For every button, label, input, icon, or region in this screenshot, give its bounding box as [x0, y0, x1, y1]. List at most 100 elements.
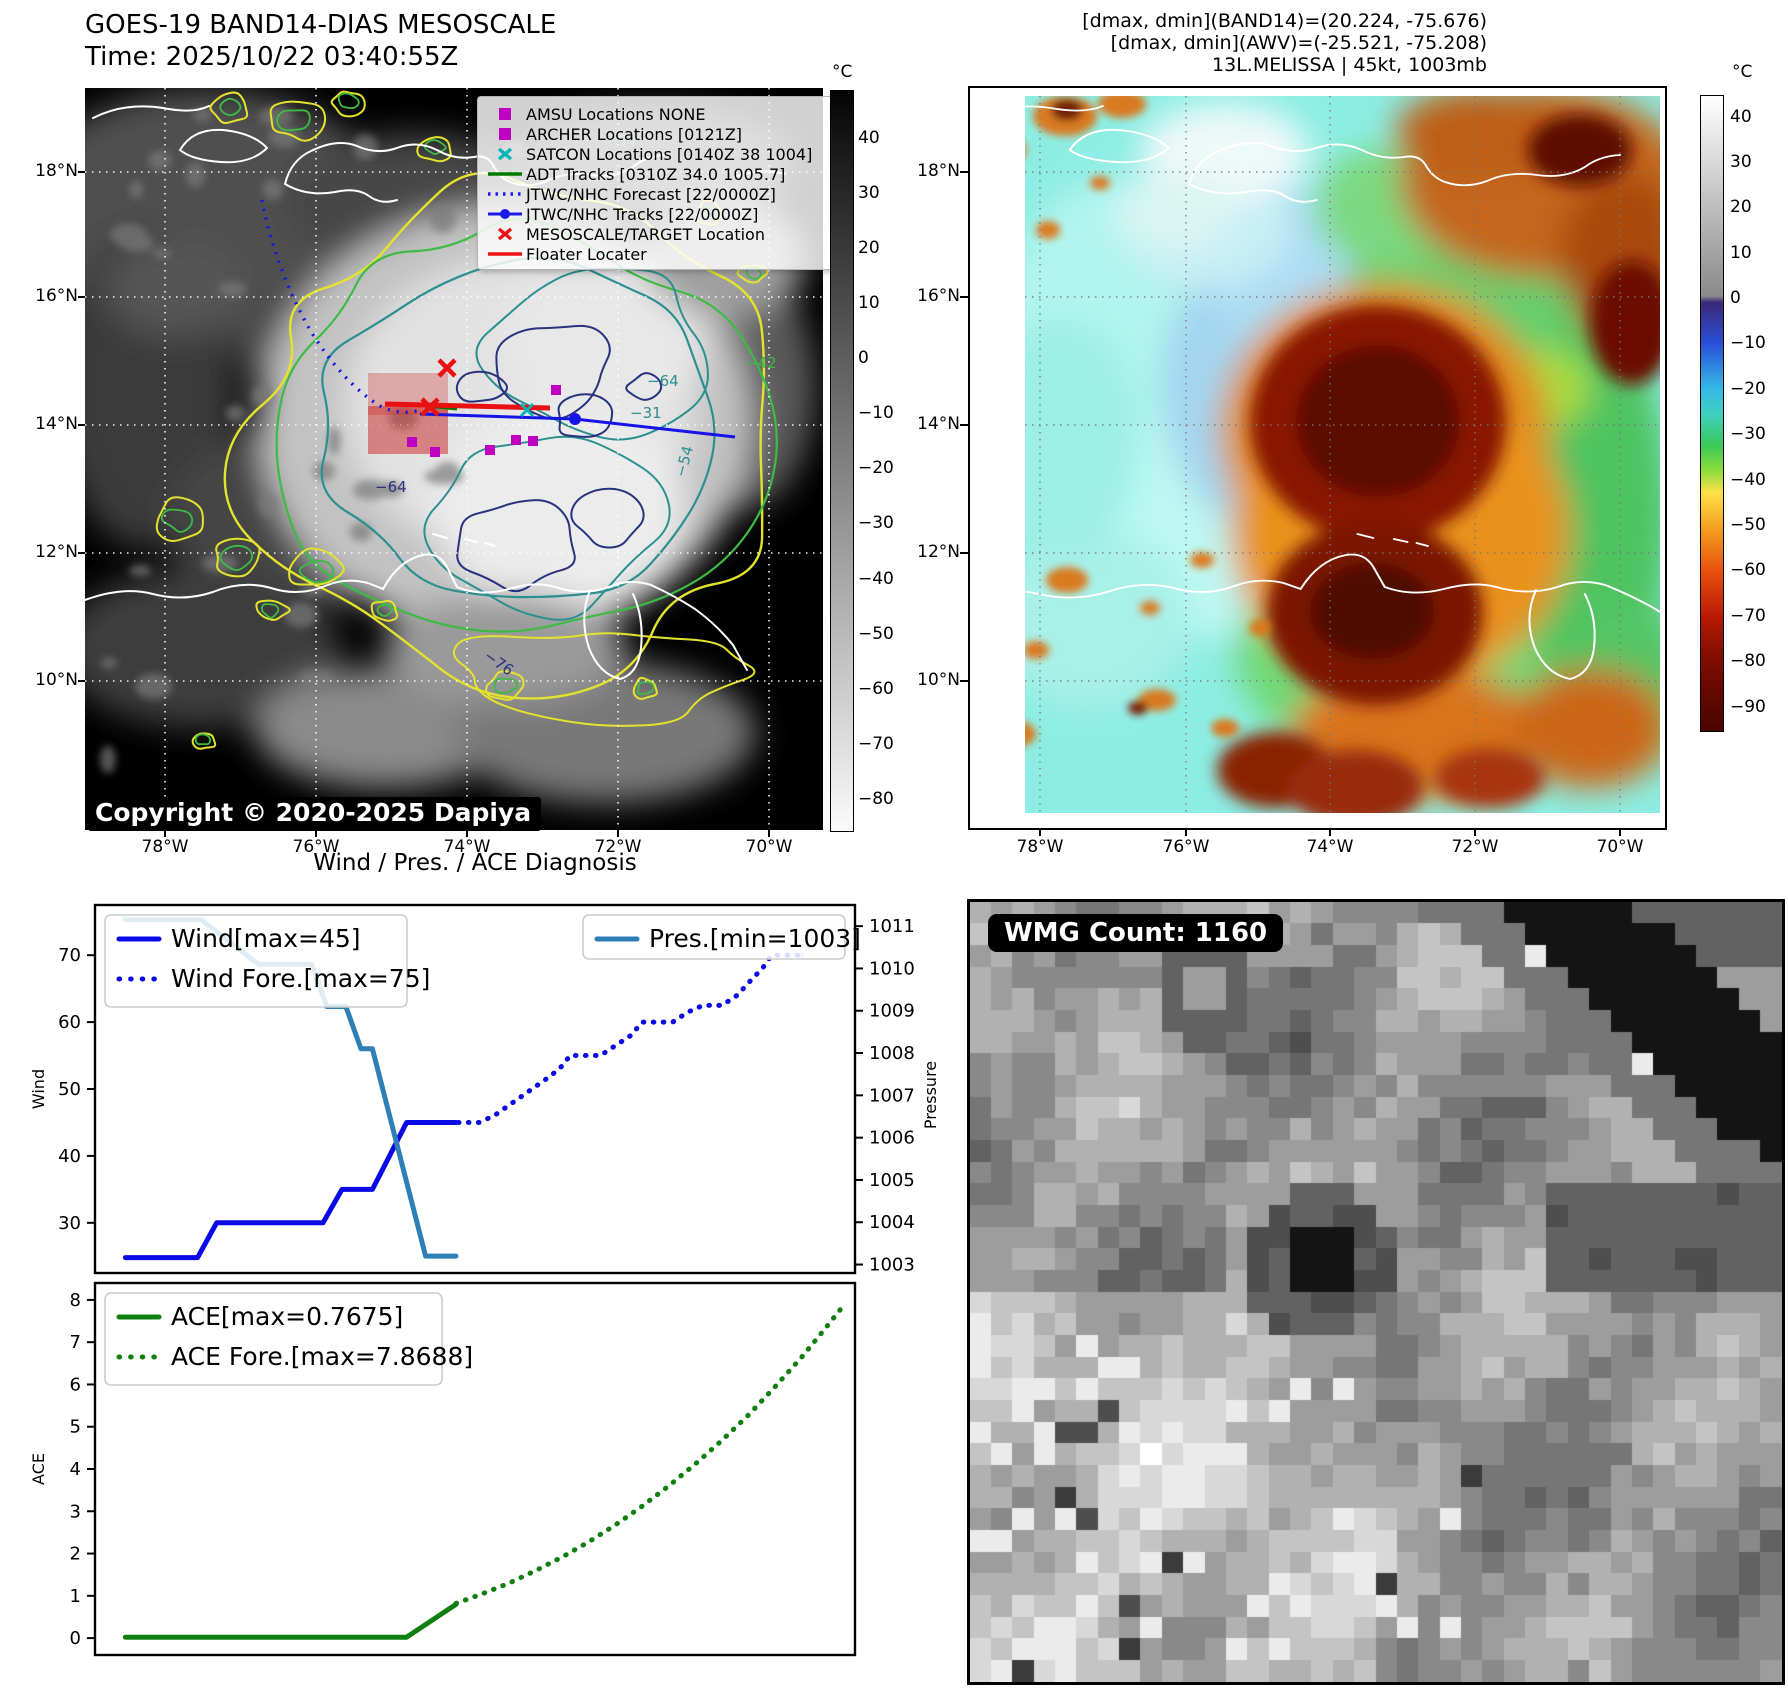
awv-lon-tick — [1039, 828, 1041, 836]
series-ACE[max=0.7675] — [122, 1601, 459, 1640]
y-tick-label: 70 — [58, 945, 81, 966]
awv-lat-tick-label: 18°N — [917, 161, 960, 181]
awv-lon-tick-label: 72°W — [1451, 837, 1499, 857]
awv-lon-tick-label: 70°W — [1596, 837, 1644, 857]
y-tick-label: 8 — [70, 1290, 81, 1311]
band14-colorbar-tick-label: 10 — [858, 293, 880, 313]
band14-lat-tick-label: 12°N — [35, 542, 78, 562]
awv-colorbar-tick-label: 30 — [1730, 152, 1752, 172]
band14-lon-tick-label: 74°W — [443, 837, 491, 857]
y-tick-label: 1 — [70, 1586, 81, 1607]
awv-colorbar-tick-label: −10 — [1730, 333, 1766, 353]
y-tick-label: 50 — [58, 1079, 81, 1100]
awv-colorbar-unit: °C — [1732, 62, 1753, 82]
legend-item-label: ARCHER Locations [0121Z] — [526, 124, 743, 144]
y2-tick-label: 1004 — [869, 1212, 915, 1233]
x-marker-icon — [484, 146, 526, 162]
series-ACE Fore.[max=7.8688] — [453, 1302, 847, 1606]
wmg-pixel-map — [970, 902, 1782, 1682]
band14-lat-tick-label: 10°N — [35, 670, 78, 690]
band14-colorbar-tick-label: −10 — [858, 403, 894, 423]
awv-colorbar-tick-label: 10 — [1730, 243, 1752, 263]
awv-colorbar-tick-label: −80 — [1730, 651, 1766, 671]
chart-legend-label: Wind Fore.[max=75] — [171, 964, 430, 993]
band14-lon-tick — [768, 830, 770, 837]
contour-label: −31 — [630, 404, 662, 422]
y-tick-label: 40 — [58, 1146, 81, 1167]
line-marker-icon — [484, 166, 526, 182]
legend-item: JTWC/NHC Tracks [22/0000Z] — [484, 204, 830, 224]
legend-item-label: Floater Locater — [526, 244, 647, 264]
band14-lat-tick-label: 14°N — [35, 414, 78, 434]
band14-colorbar-tick-label: −60 — [858, 679, 894, 699]
awv-colorbar-tick-label: −30 — [1730, 424, 1766, 444]
band14-lon-tick-label: 78°W — [141, 837, 189, 857]
band14-lon-tick-label: 70°W — [745, 837, 793, 857]
legend-item-label: ADT Tracks [0310Z 34.0 1005.7] — [526, 164, 786, 184]
line-dot-marker-icon — [484, 206, 526, 222]
legend-item: ADT Tracks [0310Z 34.0 1005.7] — [484, 164, 830, 184]
awv-satellite-map — [968, 86, 1667, 830]
y2-tick-label: 1010 — [869, 958, 915, 979]
awv-header-line3: 13L.MELISSA | 45kt, 1003mb — [1212, 54, 1487, 76]
awv-lat-tick-label: 12°N — [917, 542, 960, 562]
band14-colorbar-tick-label: −40 — [858, 569, 894, 589]
band14-lon-tick — [315, 830, 317, 837]
line-marker-icon — [484, 246, 526, 262]
y2-tick-label: 1009 — [869, 1001, 915, 1022]
awv-colorbar-tick-label: 40 — [1730, 107, 1752, 127]
awv-lon-tick-label: 76°W — [1162, 837, 1210, 857]
band14-lat-tick — [78, 171, 85, 173]
awv-header-line2: [dmax, dmin](AWV)=(-25.521, -75.208) — [1110, 32, 1487, 54]
y2-tick-label: 1006 — [869, 1128, 915, 1149]
y-tick-label: 6 — [70, 1374, 81, 1395]
y-tick-label: 60 — [58, 1012, 81, 1033]
awv-colorbar-tick-label: −50 — [1730, 515, 1766, 535]
chart-legend-label: Wind[max=45] — [171, 924, 361, 953]
y2-tick-label: 1005 — [869, 1170, 915, 1191]
awv-colorbar-tick-label: 20 — [1730, 197, 1752, 217]
band14-colorbar-tick-label: −20 — [858, 458, 894, 478]
y2-axis-label: Pressure — [921, 1061, 940, 1129]
y-axis-label: Wind — [30, 1069, 48, 1109]
band14-lon-tick — [466, 830, 468, 837]
legend-item: MESOSCALE/TARGET Location — [484, 224, 830, 244]
legend-item-label: SATCON Locations [0140Z 38 1004] — [526, 144, 813, 164]
awv-lon-tick — [1329, 828, 1331, 836]
band14-lon-tick-label: 72°W — [594, 837, 642, 857]
y-tick-label: 3 — [70, 1501, 81, 1522]
awv-lat-tick-label: 16°N — [917, 286, 960, 306]
awv-lat-tick — [960, 296, 968, 298]
chart-legend-label: Pres.[min=1003] — [649, 924, 861, 953]
awv-lon-tick — [1619, 828, 1621, 836]
band14-colorbar-tick-label: 0 — [858, 348, 869, 368]
band14-time: Time: 2025/10/22 03:40:55Z — [85, 42, 459, 72]
square-marker-icon — [484, 126, 526, 142]
awv-lat-tick — [960, 552, 968, 554]
band14-lat-tick — [78, 680, 85, 682]
dotted-marker-icon — [484, 186, 526, 202]
square-marker-icon — [484, 106, 526, 122]
y-axis-label: ACE — [30, 1453, 48, 1485]
band14-lon-tick-label: 76°W — [292, 837, 340, 857]
legend-item-label: JTWC/NHC Forecast [22/0000Z] — [526, 184, 776, 204]
awv-lat-tick — [960, 424, 968, 426]
wmg-count-badge: WMG Count: 1160 — [988, 914, 1284, 952]
y2-tick-label: 1008 — [869, 1043, 915, 1064]
legend-item: AMSU Locations NONE — [484, 104, 830, 124]
band14-lat-tick-label: 18°N — [35, 161, 78, 181]
y-tick-label: 2 — [70, 1544, 81, 1565]
awv-colorbar — [1700, 95, 1724, 732]
band14-colorbar-tick-label: −70 — [858, 734, 894, 754]
y2-tick-label: 1007 — [869, 1085, 915, 1106]
awv-lat-tick — [960, 171, 968, 173]
diagnosis-title: Wind / Pres. / ACE Diagnosis — [313, 850, 637, 876]
awv-header-line1: [dmax, dmin](BAND14)=(20.224, -75.676) — [1082, 10, 1487, 32]
legend-item: SATCON Locations [0140Z 38 1004] — [484, 144, 830, 164]
series-Wind Fore.[max=75] — [445, 952, 805, 1125]
y2-tick-label: 1011 — [869, 916, 915, 937]
awv-lat-tick-label: 14°N — [917, 414, 960, 434]
awv-lat-tick — [960, 680, 968, 682]
band14-colorbar-tick-label: −50 — [858, 624, 894, 644]
